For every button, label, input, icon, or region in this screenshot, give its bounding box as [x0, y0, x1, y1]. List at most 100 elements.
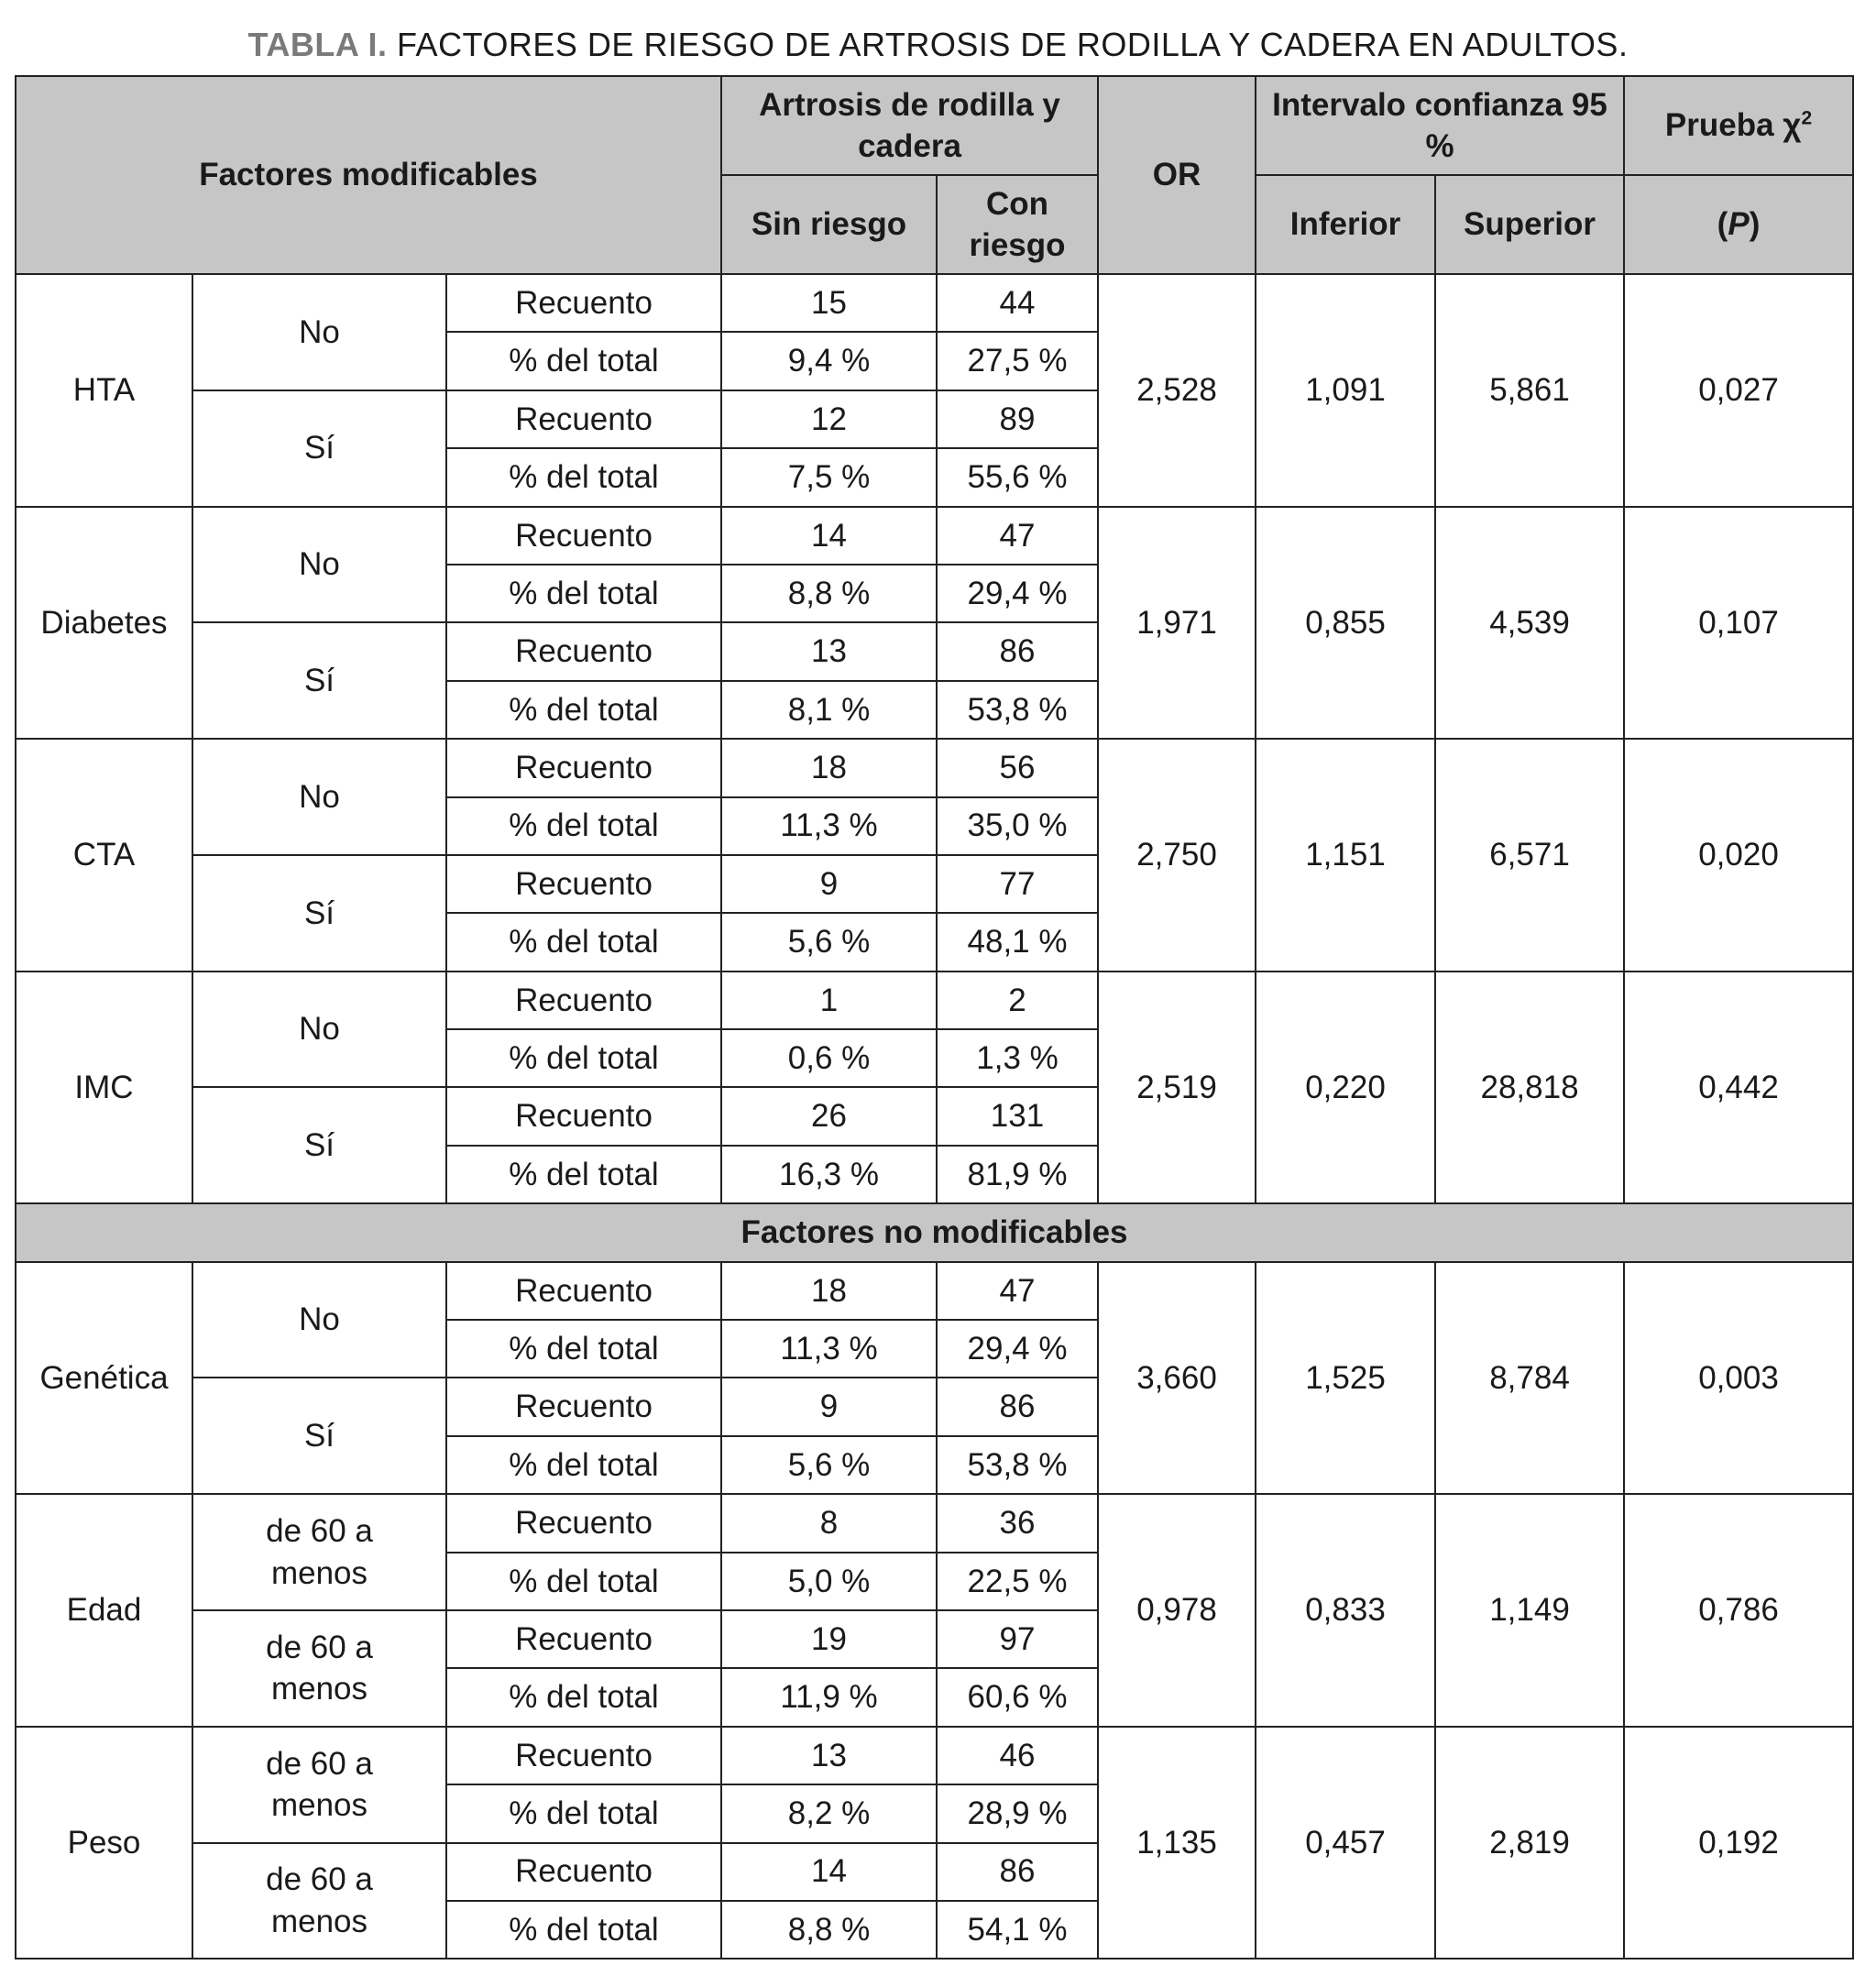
or-value: 2,528 — [1097, 273, 1257, 508]
measure-label: Recuento — [445, 505, 722, 565]
header-p: (P) — [1623, 174, 1855, 275]
con-riesgo-value: 22,5 % — [935, 1551, 1100, 1611]
con-riesgo-value: 131 — [935, 1086, 1100, 1147]
sin-riesgo-value: 14 — [720, 505, 938, 565]
measure-label: % del total — [445, 1667, 722, 1728]
or-value: 2,519 — [1097, 970, 1257, 1205]
table-row: % del total 5,6 % 48,1 % — [16, 912, 1853, 972]
measure-label: % del total — [445, 796, 722, 856]
group-label: Sí — [192, 1377, 447, 1496]
ci-superior-value: 4,539 — [1434, 505, 1626, 741]
ci-superior-value: 5,861 — [1434, 273, 1626, 508]
sin-riesgo-value: 12 — [720, 389, 938, 450]
measure-label: % del total — [445, 1784, 722, 1844]
sin-riesgo-value: 14 — [720, 1841, 938, 1902]
header-con-riesgo: Con riesgo — [935, 174, 1100, 275]
measure-label: Recuento — [445, 389, 722, 450]
ci-inferior-value: 1,525 — [1255, 1260, 1437, 1496]
sin-riesgo-value: 11,3 % — [720, 796, 938, 856]
table-row: Peso de 60 a menos Recuento 13 46 1,135 0,457 2… — [15, 1725, 1855, 1960]
factor-name: Peso — [15, 1725, 193, 1960]
table-row: de 60 a menos Recuento 19 97 — [16, 1608, 1853, 1728]
measure-label: % del total — [445, 1319, 722, 1379]
group-label: Sí — [192, 389, 447, 508]
table-row: Sí Recuento 9 86 — [16, 1377, 1853, 1496]
con-riesgo-value: 89 — [935, 389, 1100, 450]
con-riesgo-value: 46 — [935, 1725, 1100, 1786]
table-row: % del total 8,1 % 53,8 % — [16, 679, 1853, 741]
measure-label: % del total — [445, 1144, 722, 1205]
measure-label: Recuento — [445, 970, 722, 1031]
con-riesgo-value: 53,8 % — [935, 1434, 1100, 1496]
con-riesgo-value: 35,0 % — [935, 796, 1100, 856]
sin-riesgo-value: 13 — [720, 1725, 938, 1786]
table-row: % del total 7,5 % 55,6 % — [16, 447, 1853, 508]
ci-inferior-value: 1,091 — [1255, 273, 1437, 508]
sin-riesgo-value: 9 — [720, 853, 938, 915]
sin-riesgo-value: 5,0 % — [720, 1551, 938, 1611]
measure-label: % del total — [445, 1028, 722, 1089]
sin-riesgo-value: 5,6 % — [720, 1434, 938, 1496]
sin-riesgo-value: 26 — [720, 1086, 938, 1147]
con-riesgo-value: 44 — [935, 272, 1100, 334]
measure-label: % del total — [445, 1434, 722, 1496]
table-row: CTA No Recuento 18 56 2,750 1,151 6,571 0,020 — [15, 738, 1855, 972]
factor-name: Diabetes — [15, 505, 193, 741]
measure-label: % del total — [445, 331, 722, 391]
group-label: de 60 a menos — [192, 1493, 447, 1611]
factor-name: HTA — [15, 273, 193, 508]
or-value: 2,750 — [1097, 738, 1257, 972]
measure-label: Recuento — [445, 1260, 722, 1322]
ci-inferior-value: 0,855 — [1255, 505, 1437, 741]
table-row: Sí Recuento 12 89 — [16, 389, 1853, 508]
sin-riesgo-value: 11,9 % — [720, 1667, 938, 1728]
sin-riesgo-value: 8 — [720, 1493, 938, 1553]
con-riesgo-value: 60,6 % — [935, 1667, 1100, 1728]
table-title: TABLA I. FACTORES DE RIESGO DE ARTROSIS … — [0, 26, 1876, 64]
measure-label: % del total — [445, 679, 722, 741]
measure-label: % del total — [445, 447, 722, 508]
table-row: % del total 0,6 % 1,3 % — [16, 1028, 1853, 1089]
sin-riesgo-value: 8,2 % — [720, 1784, 938, 1844]
measure-label: Recuento — [445, 1608, 722, 1670]
con-riesgo-value: 47 — [935, 1260, 1100, 1322]
con-riesgo-value: 36 — [935, 1493, 1100, 1553]
con-riesgo-value: 81,9 % — [935, 1144, 1100, 1205]
sin-riesgo-value: 8,8 % — [720, 563, 938, 624]
group-label: No — [192, 970, 447, 1089]
header-sin-riesgo: Sin riesgo — [720, 174, 938, 275]
table-row: Sí Recuento 13 86 — [16, 621, 1853, 741]
con-riesgo-value: 48,1 % — [935, 912, 1100, 972]
measure-label: Recuento — [445, 1493, 722, 1553]
table-row: % del total 5,6 % 53,8 % — [16, 1434, 1853, 1496]
con-riesgo-value: 86 — [935, 621, 1100, 682]
table-row: % del total 11,3 % 35,0 % — [16, 796, 1853, 856]
measure-label: Recuento — [445, 853, 722, 915]
ci-superior-value: 6,571 — [1434, 738, 1626, 972]
con-riesgo-value: 86 — [935, 1377, 1100, 1437]
group-label: de 60 a menos — [192, 1608, 447, 1728]
measure-label: Recuento — [445, 1377, 722, 1437]
group-label: No — [192, 1260, 447, 1379]
table-row: % del total 8,8 % 54,1 % — [16, 1899, 1853, 1960]
ci-inferior-value: 1,151 — [1255, 738, 1437, 972]
con-riesgo-value: 27,5 % — [935, 331, 1100, 391]
sin-riesgo-value: 0,6 % — [720, 1028, 938, 1089]
factor-name: Genética — [15, 1260, 193, 1496]
con-riesgo-value: 47 — [935, 505, 1100, 565]
table-row: Edad de 60 a menos Recuento 8 36 0,978 0,833 1,… — [15, 1493, 1855, 1728]
con-riesgo-value: 56 — [935, 738, 1100, 798]
sin-riesgo-value: 8,1 % — [720, 679, 938, 741]
or-value: 3,660 — [1097, 1260, 1257, 1496]
measure-label: Recuento — [445, 1841, 722, 1902]
group-label: No — [192, 273, 447, 391]
p-value: 0,003 — [1623, 1260, 1855, 1496]
header-factores-modificables: Factores modificables — [15, 75, 722, 275]
table-row: % del total 8,8 % 29,4 % — [16, 563, 1853, 624]
measure-label: Recuento — [445, 738, 722, 798]
p-value: 0,027 — [1623, 273, 1855, 508]
con-riesgo-value: 97 — [935, 1608, 1100, 1670]
sin-riesgo-value: 11,3 % — [720, 1319, 938, 1379]
sin-riesgo-value: 18 — [720, 1260, 938, 1322]
header-or: OR — [1097, 75, 1257, 275]
